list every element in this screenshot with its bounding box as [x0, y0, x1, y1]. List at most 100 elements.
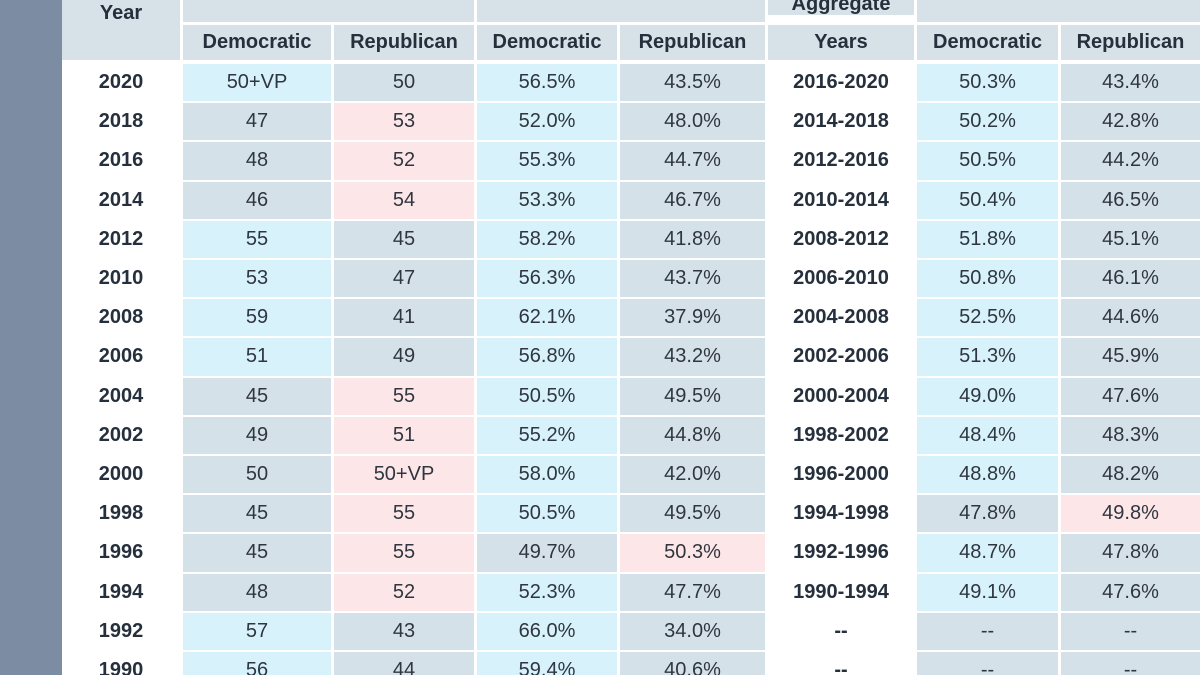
cell-agg-years: 2002-2006	[768, 338, 914, 376]
cell-vote-rep: 44.8%	[620, 416, 765, 454]
cell-agg-rep: --	[1061, 652, 1200, 675]
cell-vote-dem: 56.3%	[477, 260, 617, 298]
agg-years-header: Years	[768, 25, 914, 60]
cell-vote-rep: 43.5%	[620, 64, 765, 102]
cell-agg-years: 1994-1998	[768, 495, 914, 533]
cell-seats-rep: 50	[334, 64, 474, 102]
cell-agg-years: 1998-2002	[768, 416, 914, 454]
cell-year: 2004	[62, 377, 180, 415]
cell-agg-dem: 47.8%	[917, 495, 1058, 533]
left-margin-bar	[0, 0, 62, 675]
cell-vote-rep: 44.7%	[620, 142, 765, 180]
cell-agg-dem: --	[917, 612, 1058, 650]
cell-agg-dem: 52.5%	[917, 299, 1058, 337]
cell-vote-dem: 56.8%	[477, 338, 617, 376]
cell-seats-dem: 53	[183, 260, 331, 298]
cell-seats-dem: 45	[183, 377, 331, 415]
cell-seats-rep: 55	[334, 377, 474, 415]
cell-agg-years: 2016-2020	[768, 64, 914, 102]
cell-agg-rep: 47.8%	[1061, 534, 1200, 572]
cell-seats-rep: 41	[334, 299, 474, 337]
cell-year: 1998	[62, 495, 180, 533]
agg-dem-header: Democratic	[917, 25, 1058, 60]
cell-vote-dem: 52.3%	[477, 573, 617, 611]
cell-vote-dem: 55.3%	[477, 142, 617, 180]
cell-seats-dem: 48	[183, 142, 331, 180]
cell-agg-years: 1996-2000	[768, 456, 914, 494]
cell-vote-dem: 52.0%	[477, 103, 617, 141]
cell-agg-rep: 47.6%	[1061, 377, 1200, 415]
cell-agg-years: 2008-2012	[768, 220, 914, 258]
cell-seats-rep: 51	[334, 416, 474, 454]
cell-year: 2016	[62, 142, 180, 180]
cell-year: 1992	[62, 612, 180, 650]
cell-vote-rep: 46.7%	[620, 181, 765, 219]
cell-vote-dem: 62.1%	[477, 299, 617, 337]
cell-year: 2002	[62, 416, 180, 454]
cell-vote-rep: 49.5%	[620, 495, 765, 533]
cell-seats-dem: 50+VP	[183, 64, 331, 102]
cell-seats-rep: 54	[334, 181, 474, 219]
cell-seats-dem: 56	[183, 652, 331, 675]
cell-agg-years: 2000-2004	[768, 377, 914, 415]
cell-seats-dem: 45	[183, 495, 331, 533]
cell-agg-rep: 46.1%	[1061, 260, 1200, 298]
cell-seats-dem: 45	[183, 534, 331, 572]
cell-seats-rep: 47	[334, 260, 474, 298]
cell-agg-dem: 48.4%	[917, 416, 1058, 454]
cell-seats-dem: 55	[183, 220, 331, 258]
cell-year: 2018	[62, 103, 180, 141]
cell-seats-rep: 49	[334, 338, 474, 376]
cell-vote-rep: 43.7%	[620, 260, 765, 298]
cell-year: 1994	[62, 573, 180, 611]
cell-vote-rep: 43.2%	[620, 338, 765, 376]
cell-vote-rep: 42.0%	[620, 456, 765, 494]
cell-year: 2014	[62, 181, 180, 219]
cell-vote-rep: 48.0%	[620, 103, 765, 141]
cell-agg-dem: 50.2%	[917, 103, 1058, 141]
cell-seats-dem: 57	[183, 612, 331, 650]
cell-seats-rep: 50+VP	[334, 456, 474, 494]
cell-agg-rep: 49.8%	[1061, 495, 1200, 533]
cell-year: 2008	[62, 299, 180, 337]
cell-agg-dem: 51.3%	[917, 338, 1058, 376]
cell-agg-years: 2012-2016	[768, 142, 914, 180]
cell-seats-dem: 59	[183, 299, 331, 337]
cell-agg-dem: 51.8%	[917, 220, 1058, 258]
cell-vote-rep: 37.9%	[620, 299, 765, 337]
cell-agg-rep: 42.8%	[1061, 103, 1200, 141]
cell-seats-rep: 43	[334, 612, 474, 650]
vote-rep-header: Republican	[620, 25, 765, 60]
cell-seats-rep: 45	[334, 220, 474, 258]
cell-vote-dem: 53.3%	[477, 181, 617, 219]
cell-vote-rep: 49.5%	[620, 377, 765, 415]
cell-vote-dem: 55.2%	[477, 416, 617, 454]
year-header: Year	[62, 0, 180, 60]
cell-seats-rep: 53	[334, 103, 474, 141]
cell-agg-years: 2014-2018	[768, 103, 914, 141]
cell-agg-dem: 50.4%	[917, 181, 1058, 219]
seats-dem-header: Democratic	[183, 25, 331, 60]
cell-agg-rep: 45.9%	[1061, 338, 1200, 376]
cell-agg-dem: 48.7%	[917, 534, 1058, 572]
cell-year: 1990	[62, 652, 180, 675]
cell-vote-dem: 58.0%	[477, 456, 617, 494]
cell-vote-rep: 47.7%	[620, 573, 765, 611]
cell-vote-dem: 50.5%	[477, 495, 617, 533]
cell-vote-dem: 66.0%	[477, 612, 617, 650]
cell-seats-dem: 47	[183, 103, 331, 141]
cell-agg-dem: --	[917, 652, 1058, 675]
cell-seats-rep: 44	[334, 652, 474, 675]
cell-vote-dem: 59.4%	[477, 652, 617, 675]
seats-group-header	[183, 0, 474, 22]
cell-agg-years: --	[768, 612, 914, 650]
cell-agg-rep: 46.5%	[1061, 181, 1200, 219]
cell-seats-rep: 52	[334, 573, 474, 611]
cell-agg-years: 2004-2008	[768, 299, 914, 337]
cell-agg-rep: 44.6%	[1061, 299, 1200, 337]
cell-year: 2006	[62, 338, 180, 376]
cell-agg-rep: 45.1%	[1061, 220, 1200, 258]
cell-agg-years: 1990-1994	[768, 573, 914, 611]
seats-rep-header: Republican	[334, 25, 474, 60]
cell-agg-dem: 50.8%	[917, 260, 1058, 298]
